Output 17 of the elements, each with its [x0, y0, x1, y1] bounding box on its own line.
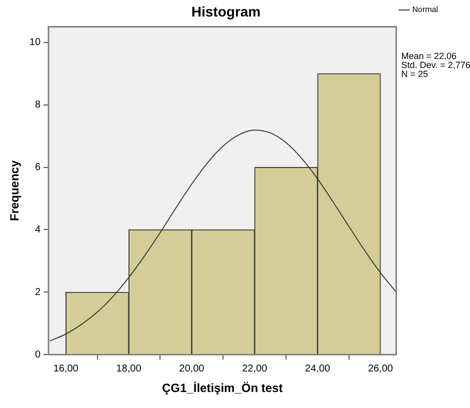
y-tick-label: 4: [34, 224, 41, 236]
text: Mean = 22,06 Std. Dev. = 2,776 N = 25: [401, 50, 470, 79]
legend-label: Normal: [412, 5, 438, 14]
x-tick-label: 18,00: [116, 363, 142, 374]
x-tick-label: 26,00: [368, 363, 394, 374]
y-tick-label: 6: [34, 162, 41, 174]
x-tick-label: 22,00: [242, 363, 268, 374]
x-tick-label: 24,00: [305, 363, 330, 374]
x-tick-label: 16,00: [53, 363, 79, 374]
chart-title: Histogram: [191, 3, 261, 20]
y-tick-label: 10: [29, 37, 41, 48]
y-axis-title: Frequency: [8, 160, 22, 222]
y-tick-label: 2: [34, 286, 41, 298]
y-tick-label: 0: [34, 349, 41, 360]
x-axis-title: ÇG1_İletişim_Ön test: [162, 381, 283, 396]
x-tick-label: 20,00: [179, 363, 205, 374]
y-tick-label: 8: [34, 100, 41, 111]
